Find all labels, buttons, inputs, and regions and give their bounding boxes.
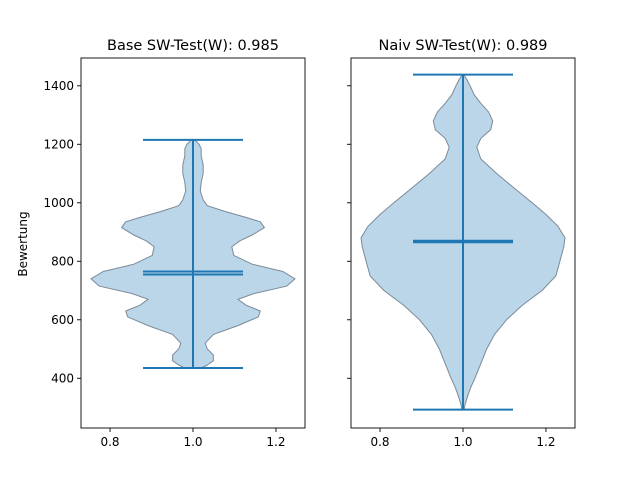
y-tick-label-base: 1000 — [43, 196, 74, 210]
panel-title-naiv: Naiv SW-Test(W): 0.989 — [378, 38, 547, 54]
x-tick-label-base: 0.8 — [100, 435, 119, 449]
violin-panel-base: Base SW-Test(W): 0.985 0.8 1.0 1.2 400 600 80… — [43, 38, 306, 449]
y-tick-label-base: 600 — [51, 313, 74, 327]
y-tick-label-base: 1400 — [43, 79, 74, 93]
axes-frame-base — [80, 57, 306, 429]
axes-frame-naiv — [350, 57, 576, 429]
x-tick-label-naiv: 1.0 — [453, 435, 472, 449]
y-tick-label-base: 800 — [51, 254, 74, 268]
y-tick-label-base: 400 — [51, 371, 74, 385]
y-tick-label-base: 1200 — [43, 137, 74, 151]
violin-panel-naiv: Naiv SW-Test(W): 0.989 0.8 1.0 1.2 — [347, 38, 576, 449]
x-tick-label-naiv: 0.8 — [370, 435, 389, 449]
x-tick-label-naiv: 1.2 — [536, 435, 555, 449]
x-tick-label-base: 1.0 — [183, 435, 202, 449]
panel-title-base: Base SW-Test(W): 0.985 — [107, 38, 279, 54]
x-tick-label-base: 1.2 — [266, 435, 285, 449]
y-axis-label: Bewertung — [16, 211, 30, 276]
